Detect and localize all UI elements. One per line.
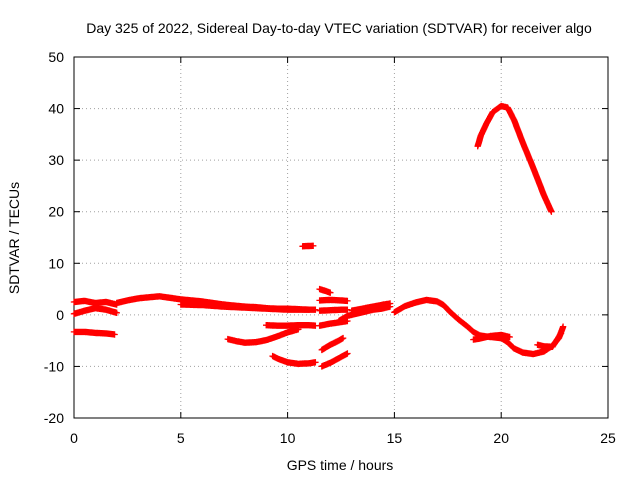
series-arc-14 <box>318 334 347 354</box>
x-tick-label: 0 <box>70 430 78 446</box>
series-markers <box>316 306 351 314</box>
x-tick-label: 10 <box>280 430 296 446</box>
series-arc-3 <box>70 328 118 338</box>
x-tick-label: 20 <box>493 430 509 446</box>
chart-title: Day 325 of 2022, Sidereal Day-to-day VTE… <box>86 20 592 36</box>
series-markers <box>269 352 319 368</box>
series-markers <box>318 350 351 370</box>
series-arc-20 <box>534 330 565 350</box>
y-tick-label: -20 <box>44 410 64 426</box>
y-tick-label: 0 <box>56 307 64 323</box>
series-markers <box>316 296 351 305</box>
series-markers <box>299 242 317 250</box>
x-tick-label: 5 <box>177 430 185 446</box>
series-markers <box>474 102 555 215</box>
y-tick-label: 30 <box>48 152 64 168</box>
series-markers <box>70 328 118 338</box>
y-tick-label: 10 <box>48 255 64 271</box>
data-points <box>70 102 567 370</box>
series-markers <box>177 301 313 313</box>
series-arc-11 <box>316 296 351 305</box>
x-axis-label: GPS time / hours <box>287 457 394 473</box>
series-markers <box>316 285 334 296</box>
series-arc-6 <box>224 326 302 346</box>
x-tick-label: 25 <box>600 430 616 446</box>
series-arc-12 <box>316 306 351 314</box>
series-markers <box>70 305 120 317</box>
series-markers <box>534 330 565 350</box>
y-tick-label: 40 <box>48 101 64 117</box>
y-tick-label: -10 <box>44 358 64 374</box>
y-tick-label: 50 <box>48 49 64 65</box>
series-arc-15 <box>318 350 351 370</box>
series-markers <box>470 331 513 343</box>
series-arc-21 <box>474 102 555 215</box>
series-arc-17 <box>348 300 394 314</box>
series-markers <box>263 322 319 329</box>
series-arc-9 <box>299 242 317 250</box>
y-tick-labels: -20 -10 0 10 20 30 40 50 <box>44 49 64 426</box>
series-arc-8 <box>269 352 319 368</box>
axis-ticks <box>73 56 609 419</box>
series-markers <box>70 297 120 308</box>
plot-frame <box>73 56 609 419</box>
series-markers <box>318 334 347 354</box>
series-markers <box>348 300 394 314</box>
series-arc-19 <box>470 331 513 343</box>
y-tick-label: 20 <box>48 204 64 220</box>
y-axis-label: SDTVAR / TECUs <box>6 182 22 294</box>
series-arc-5 <box>177 301 313 313</box>
x-tick-labels: 0 5 10 15 20 25 <box>70 430 616 446</box>
series-arc-10 <box>316 285 334 296</box>
series-markers <box>224 326 302 346</box>
series-arc-2 <box>70 305 120 317</box>
series-arc-1 <box>70 297 120 308</box>
grid-lines <box>74 57 608 418</box>
series-arc-7 <box>263 322 319 329</box>
x-tick-label: 15 <box>387 430 403 446</box>
